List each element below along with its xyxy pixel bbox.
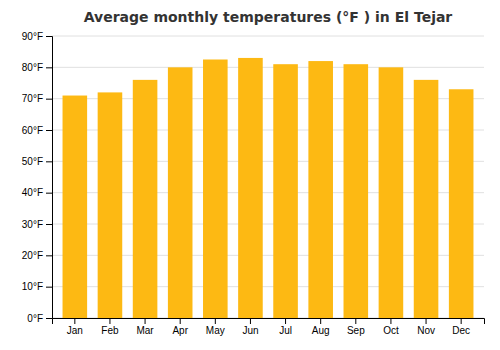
x-axis: Jan Feb Mar Apr May Jun Jul Aug Sep Oct Nov Dec (53, 318, 485, 336)
x-tick: Oct (383, 318, 399, 336)
x-axis-line (53, 319, 485, 325)
title: Average monthly temperatures (°F ) in El… (84, 9, 453, 25)
bar (273, 64, 298, 318)
x-tick: Jul (279, 318, 292, 336)
y-tick-label: 80°F (22, 62, 43, 73)
x-tick-mark (355, 318, 356, 324)
x-tick-label: Jan (67, 325, 83, 336)
x-tick-label: Jun (242, 325, 258, 336)
x-tick: Mar (136, 318, 154, 336)
x-tick-label: Aug (312, 325, 330, 336)
x-tick-label: May (206, 325, 225, 336)
y-tick-mark (46, 161, 52, 162)
y-tick-label: 70°F (22, 93, 43, 104)
bar (203, 60, 228, 319)
bar (308, 61, 333, 318)
x-tick-mark (215, 318, 216, 324)
x-tick-label: Apr (172, 325, 188, 336)
y-axis: 0°F 10°F 20°F 30°F 40°F 50°F 60°F 70°F 80°F 90°F (22, 31, 53, 324)
y-axis-line (46, 37, 53, 319)
y-tick-mark (46, 255, 52, 256)
x-tick-label: Dec (452, 325, 470, 336)
x-tick-mark (74, 318, 75, 324)
bars (63, 58, 474, 318)
y-tick-label: 40°F (22, 187, 43, 198)
x-tick-mark (109, 318, 110, 324)
y-tick: 0°F (27, 313, 52, 324)
x-tick: Nov (417, 318, 435, 336)
x-tick: Dec (452, 318, 470, 336)
y-tick-label: 60°F (22, 125, 43, 136)
y-tick-label: 30°F (22, 219, 43, 230)
y-tick-mark (46, 318, 52, 319)
bar (98, 92, 123, 318)
x-tick-label: Nov (417, 325, 435, 336)
x-tick: Jun (242, 318, 258, 336)
y-tick: 60°F (22, 125, 52, 136)
y-tick-mark (46, 36, 52, 37)
bar (414, 80, 439, 318)
y-tick: 10°F (22, 281, 52, 292)
x-tick: Sep (347, 318, 365, 336)
x-tick-label: Feb (101, 325, 119, 336)
bar (238, 58, 263, 318)
x-tick-mark (461, 318, 462, 324)
x-tick: May (206, 318, 225, 336)
x-tick: Apr (172, 318, 188, 336)
x-tick-mark (426, 318, 427, 324)
y-tick: 30°F (22, 219, 52, 230)
x-tick-mark (180, 318, 181, 324)
grid-line (52, 67, 484, 68)
bar (379, 67, 404, 318)
y-tick-mark (46, 67, 52, 68)
bar (168, 67, 193, 318)
x-tick-mark (320, 318, 321, 324)
y-tick: 50°F (22, 156, 52, 167)
x-tick-label: Jul (279, 325, 292, 336)
x-tick-label: Sep (347, 325, 365, 336)
bar (63, 96, 88, 318)
grid (52, 36, 484, 318)
x-tick-mark (145, 318, 146, 324)
bar (449, 89, 474, 318)
y-tick: 80°F (22, 62, 52, 73)
y-tick-label: 0°F (27, 313, 43, 324)
y-tick: 90°F (22, 31, 52, 42)
x-tick-mark (250, 318, 251, 324)
y-tick-label: 50°F (22, 156, 43, 167)
y-tick: 20°F (22, 250, 52, 261)
y-tick-label: 20°F (22, 250, 43, 261)
x-tick: Jan (67, 318, 83, 336)
y-tick-mark (46, 224, 52, 225)
y-tick-mark (46, 130, 52, 131)
y-tick-mark (46, 193, 52, 194)
x-tick-mark (390, 318, 391, 324)
x-tick: Aug (312, 318, 330, 336)
y-tick: 40°F (22, 187, 52, 198)
chart-container: Jan Feb Mar Apr May Jun Jul Aug Sep Oct Nov Dec 0°F 1… (0, 0, 500, 350)
bar (344, 64, 369, 318)
bar (133, 80, 158, 318)
x-tick: Feb (101, 318, 119, 336)
y-tick-label: 10°F (22, 281, 43, 292)
y-tick-mark (46, 99, 52, 100)
grid-line (52, 36, 484, 37)
y-tick-label: 90°F (22, 31, 43, 42)
x-tick-label: Mar (136, 325, 154, 336)
chart-svg: Jan Feb Mar Apr May Jun Jul Aug Sep Oct Nov Dec 0°F 1… (0, 0, 500, 350)
x-tick-mark (285, 318, 286, 324)
plot: Jan Feb Mar Apr May Jun Jul Aug Sep Oct Nov Dec 0°F 1… (22, 31, 485, 336)
y-tick: 70°F (22, 93, 52, 104)
x-tick-label: Oct (383, 325, 399, 336)
y-tick-mark (46, 287, 52, 288)
